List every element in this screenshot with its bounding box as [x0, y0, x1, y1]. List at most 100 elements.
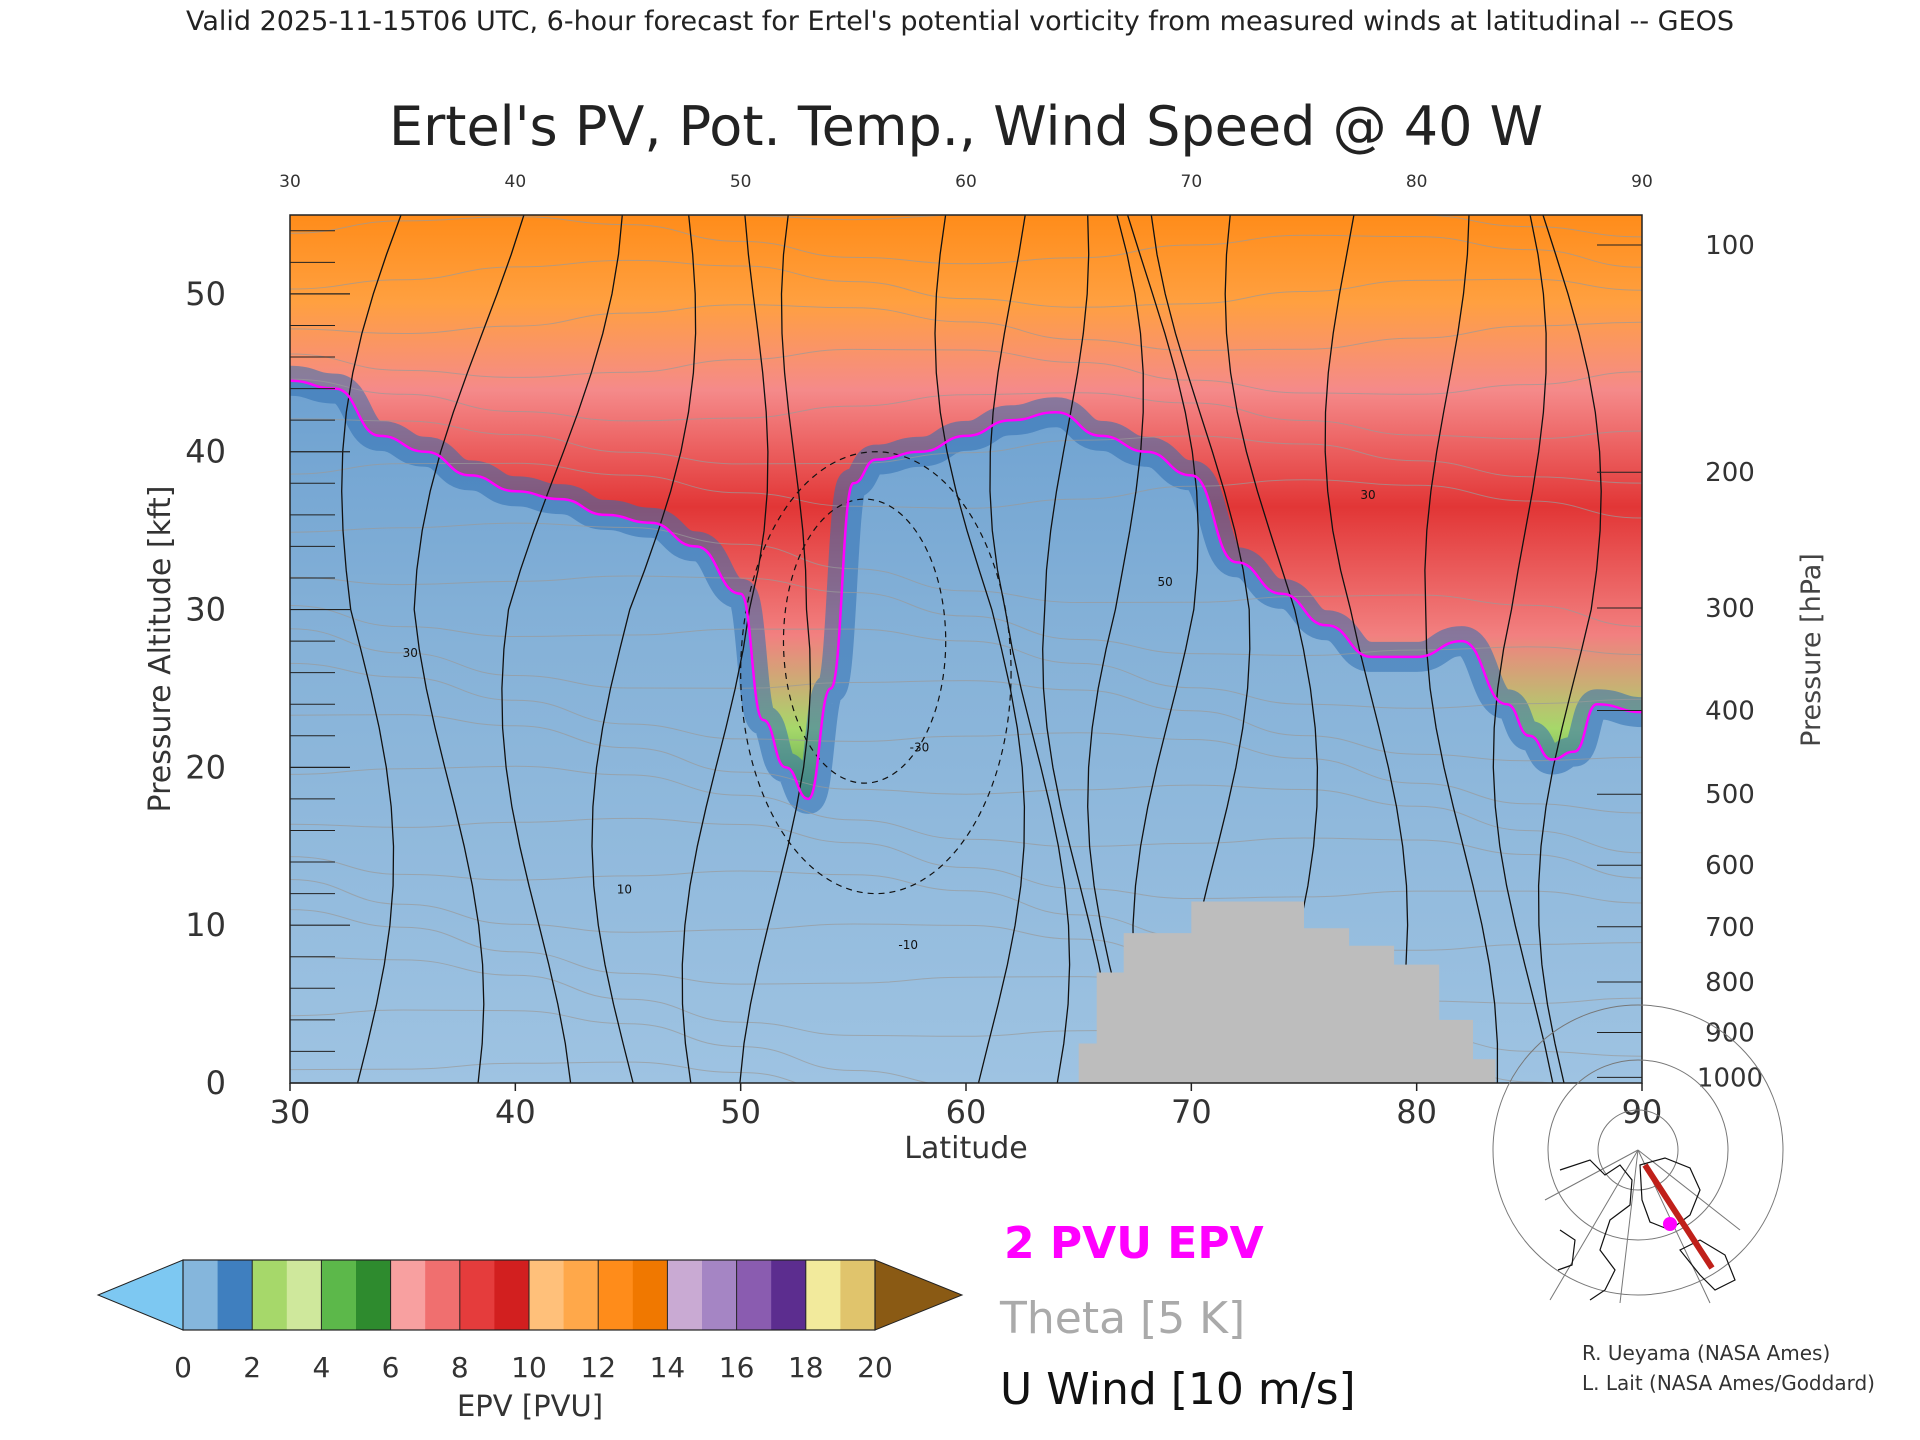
theta-line [290, 628, 1642, 762]
colorbar [96, 1259, 964, 1331]
u-wind-line [1042, 215, 1115, 1083]
u-wind-line [1087, 215, 1144, 1083]
pressure-axis-label: Pressure [hPa] [1796, 553, 1827, 747]
colorbar-tick-label: 2 [243, 1351, 261, 1384]
colorbar-swatch [529, 1260, 565, 1330]
pressure-tick-label: 500 [1705, 780, 1755, 810]
colorbar-swatch [736, 1260, 772, 1330]
colorbar-swatch [563, 1260, 599, 1330]
u-wind-label: -10 [898, 938, 918, 952]
pressure-tick-label: 100 [1705, 231, 1755, 261]
x-top-tick-label: 30 [279, 172, 301, 192]
theta-line [290, 765, 1642, 879]
y-tick-label: 30 [185, 591, 226, 629]
pressure-tick-label: 700 [1705, 913, 1755, 943]
u-wind-line [739, 215, 812, 1083]
colorbar-tick-label: 12 [580, 1351, 616, 1384]
y-tick-label: 50 [185, 275, 226, 313]
inset-track [1642, 1163, 1715, 1270]
credit-line-2: L. Lait (NASA Ames/Goddard) [1582, 1371, 1875, 1395]
colorbar-swatch [702, 1260, 738, 1330]
y-axis-label: Pressure Altitude [kft] [143, 486, 178, 813]
colorbar-swatch [459, 1260, 495, 1330]
theta-line [290, 216, 1642, 268]
colorbar-swatch [632, 1260, 668, 1330]
u-wind-label: -30 [910, 741, 930, 755]
colorbar-swatch [667, 1260, 703, 1330]
colorbar-tick-label: 8 [451, 1351, 469, 1384]
theta-line [290, 418, 1642, 484]
theta-line [290, 304, 1642, 351]
colorbar-swatch [356, 1260, 392, 1330]
pressure-tick-label: 1000 [1697, 1063, 1763, 1093]
theta-line [290, 662, 1642, 814]
header-line: Valid 2025-11-15T06 UTC, 6-hour forecast… [186, 6, 1734, 37]
u-wind-contours: 10 30 30 50 -30 -10 [341, 215, 1602, 1083]
colorbar-swatch [217, 1260, 253, 1330]
colorbar-tick-label: 10 [511, 1351, 547, 1384]
u-wind-line [1424, 215, 1499, 1083]
theta-line [290, 259, 1642, 308]
x-top-tick-label: 40 [505, 172, 527, 192]
u-wind-line [1537, 215, 1602, 1083]
terrain-mask [1078, 901, 1496, 1083]
theta-line [290, 856, 1642, 951]
colorbar-swatch [598, 1260, 634, 1330]
colorbar-swatch [286, 1260, 322, 1330]
y-axis-ticks: 0 10 20 30 40 50 [185, 230, 350, 1102]
u-wind-label: 30 [1360, 488, 1375, 502]
inset-marker [1663, 1217, 1677, 1231]
x-top-tick-label: 80 [1406, 172, 1428, 192]
u-wind-line [1492, 215, 1554, 1083]
colorbar-swatch [390, 1260, 426, 1330]
u-wind-dashed-line [782, 498, 947, 784]
x-tick-label: 50 [720, 1093, 761, 1131]
colorbar-swatch [425, 1260, 461, 1330]
legend-theta: Theta [5 K] [999, 1293, 1245, 1344]
colorbar-swatch [321, 1260, 357, 1330]
theta-line [290, 522, 1642, 627]
u-wind-line [681, 215, 769, 1083]
y-tick-label: 20 [185, 748, 226, 786]
u-wind-line [591, 215, 697, 1083]
theta-line [290, 1061, 798, 1083]
theta-line [290, 714, 1642, 854]
colorbar-ticks: 0 2 4 6 8 10 12 14 16 18 20 [174, 1351, 893, 1384]
pressure-tick-label: 800 [1705, 968, 1755, 998]
colorbar-tick-label: 14 [650, 1351, 686, 1384]
colorbar-swatch [183, 1260, 219, 1330]
colorbar-swatch [805, 1260, 841, 1330]
x-tick-label: 90 [1622, 1093, 1663, 1131]
inset-map [1492, 1004, 1784, 1304]
x-axis-ticks: 30 40 50 60 70 80 90 [270, 1083, 1663, 1131]
colorbar-tick-label: 6 [382, 1351, 400, 1384]
pressure-tick-label: 400 [1705, 697, 1755, 727]
colorbar-swatch [771, 1260, 807, 1330]
u-wind-line [1324, 215, 1409, 1083]
colorbar-label: EPV [PVU] [457, 1389, 603, 1423]
x-tick-label: 40 [495, 1093, 536, 1131]
x-top-tick-label: 50 [730, 172, 752, 192]
u-wind-label: 10 [617, 883, 632, 897]
colorbar-tick-label: 0 [174, 1351, 192, 1384]
y-tick-label: 0 [206, 1064, 226, 1102]
u-wind-line [934, 215, 1026, 1083]
colorbar-over-arrow [874, 1259, 964, 1331]
colorbar-swatch [494, 1260, 530, 1330]
u-wind-label: 50 [1158, 575, 1173, 589]
credit-line-1: R. Ueyama (NASA Ames) [1582, 1341, 1830, 1365]
pressure-tick-label: 200 [1705, 458, 1755, 488]
theta-line [290, 378, 1642, 440]
y-tick-label: 10 [185, 906, 226, 944]
y-tick-label: 40 [185, 433, 226, 471]
x-tick-label: 30 [270, 1093, 311, 1131]
tropopause-2pvu-line [290, 379, 1642, 801]
u-wind-line [413, 215, 525, 1083]
x-top-tick-label: 90 [1631, 172, 1653, 192]
x-tick-label: 60 [946, 1093, 987, 1131]
pressure-axis-ticks: 100 200 300 400 500 600 700 800 900 1000 [1597, 231, 1763, 1093]
u-wind-label: 30 [403, 646, 418, 660]
theta-line [290, 348, 1642, 395]
u-wind-line [501, 215, 623, 1083]
chart-title: Ertel's PV, Pot. Temp., Wind Speed @ 40 … [389, 95, 1543, 158]
